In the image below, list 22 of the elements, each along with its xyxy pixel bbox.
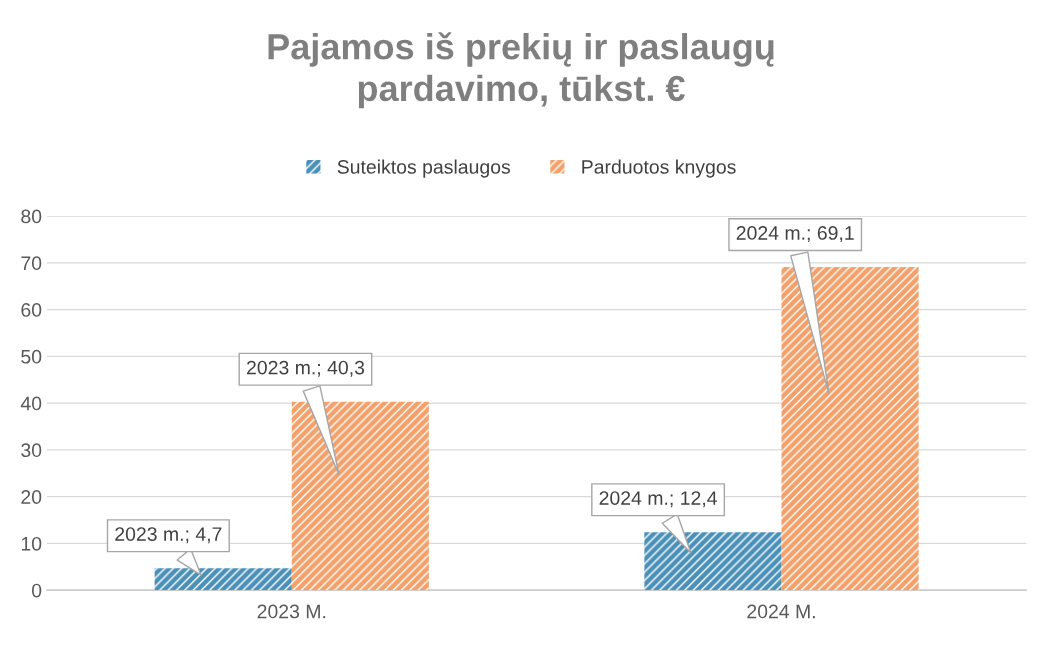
y-tick-label: 10 (21, 536, 42, 551)
bar (291, 401, 429, 591)
legend-label: Suteiktos paslaugos (337, 159, 511, 178)
data-label: 2023 m.; 40,3 (247, 360, 365, 377)
x-tick-label: 2023 M. (257, 604, 326, 619)
y-tick-label: 40 (20, 396, 42, 411)
data-label: 2023 m.; 4,7 (115, 527, 222, 544)
bar (154, 568, 292, 591)
legend-label: Parduotos knygos (582, 159, 736, 178)
y-tick-label: 80 (21, 209, 42, 224)
y-tick-label: 70 (21, 256, 42, 271)
y-tick-label: 60 (21, 303, 42, 317)
y-tick-label: 0 (31, 583, 42, 598)
y-tick-label: 30 (21, 443, 42, 458)
data-label: 2024 m.; 69,1 (736, 226, 854, 243)
data-label: 2024 m.; 12,4 (599, 491, 717, 508)
bar (781, 267, 919, 591)
bar (644, 532, 782, 591)
x-tick-label: 2024 M. (747, 604, 815, 619)
y-tick-label: 50 (21, 349, 42, 364)
chart-title: Pajamos iš prekių ir paslaugų pardavimo, tūkst. € (268, 32, 774, 109)
y-tick-label: 20 (21, 490, 42, 504)
